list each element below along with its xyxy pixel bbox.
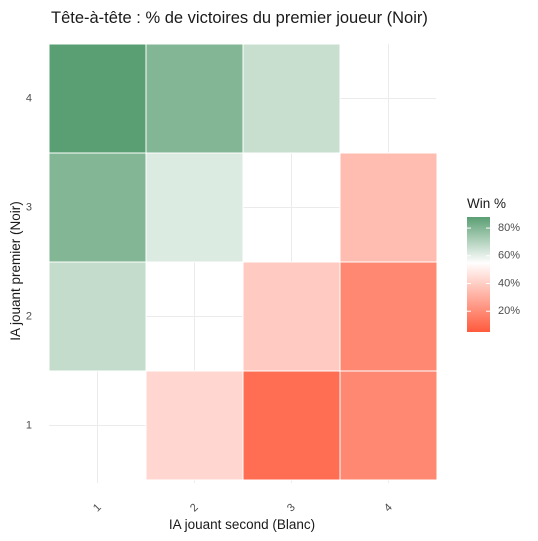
y-tick-label: 4 bbox=[26, 92, 32, 104]
heatmap-cell bbox=[339, 261, 438, 372]
legend-title: Win % bbox=[467, 196, 506, 211]
heatmap-cell bbox=[48, 261, 147, 372]
y-tick-label: 2 bbox=[26, 310, 32, 322]
x-tick-label: 2 bbox=[188, 502, 201, 515]
heatmap-cell bbox=[339, 370, 438, 481]
legend-colorbar bbox=[467, 217, 490, 332]
x-tick-label: 1 bbox=[91, 502, 104, 515]
chart-title: Tête-à-tête : % de victoires du premier … bbox=[51, 9, 428, 27]
y-axis-ticks: 1 2 3 4 bbox=[26, 92, 32, 431]
heatmap-cell bbox=[339, 152, 438, 263]
heatmap-cell bbox=[145, 370, 244, 481]
legend-tick-label: 40% bbox=[498, 277, 520, 289]
legend-tick-label: 20% bbox=[498, 305, 520, 317]
x-tick-label: 4 bbox=[382, 502, 395, 515]
legend: Win % 80% 60% 40% 20% bbox=[467, 196, 520, 332]
heatmap-cell bbox=[145, 43, 244, 154]
heatmap-cell bbox=[145, 152, 244, 263]
x-tick-label: 3 bbox=[285, 502, 298, 515]
heatmap-cell bbox=[242, 370, 341, 481]
y-tick-label: 1 bbox=[26, 419, 32, 431]
y-tick-label: 3 bbox=[26, 201, 32, 213]
heatmap-cell bbox=[242, 261, 341, 372]
legend-ticks: 80% 60% 40% 20% bbox=[467, 222, 520, 317]
legend-tick-label: 60% bbox=[498, 250, 520, 262]
heatmap-cells bbox=[48, 43, 438, 481]
heatmap-cell bbox=[48, 43, 147, 154]
x-axis-title: IA jouant second (Blanc) bbox=[169, 517, 315, 532]
heatmap-cell bbox=[48, 152, 147, 263]
legend-tick-label: 80% bbox=[498, 222, 520, 234]
x-axis-ticks: 1 2 3 4 bbox=[91, 502, 395, 515]
heatmap-cell bbox=[242, 43, 341, 154]
y-axis-title: IA jouant premier (Noir) bbox=[8, 201, 23, 341]
